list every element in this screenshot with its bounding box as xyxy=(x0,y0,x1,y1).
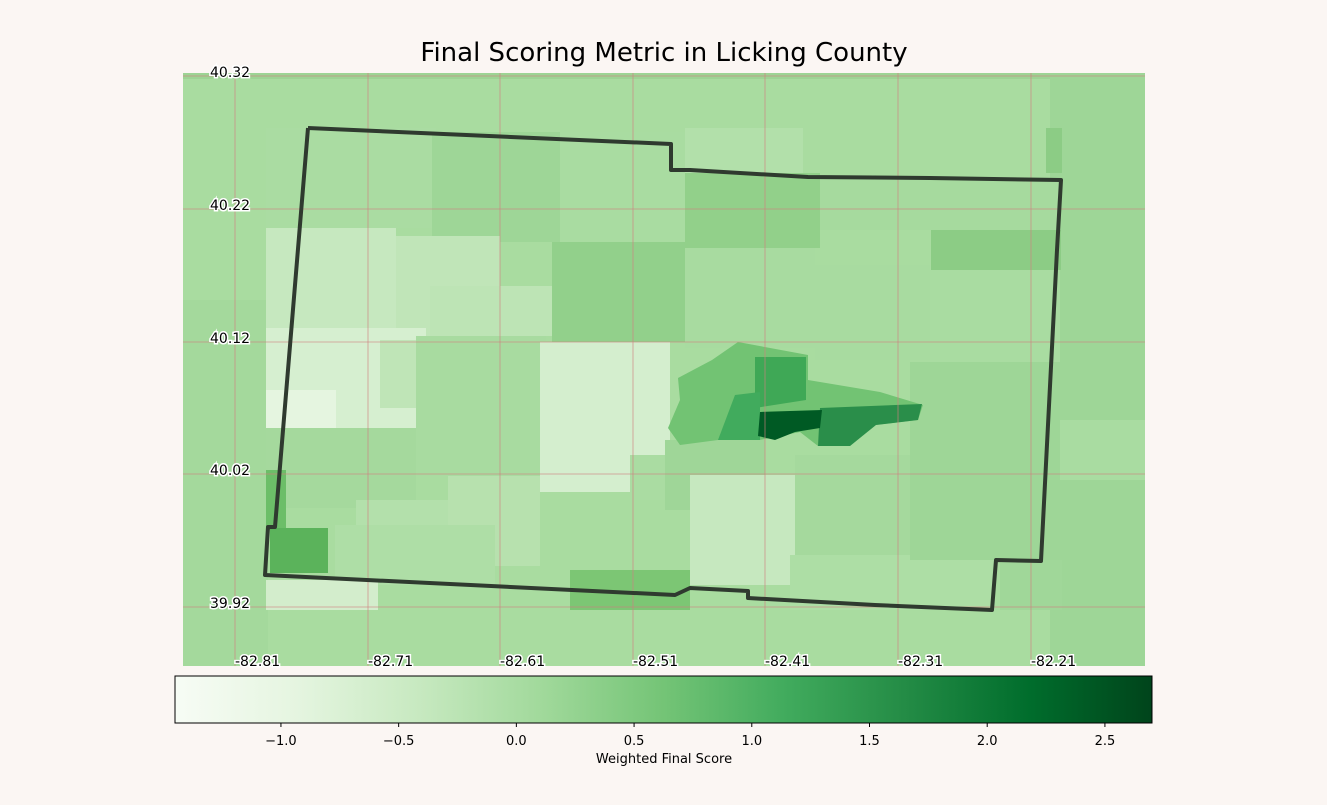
raster-cell xyxy=(1046,128,1062,173)
lon-tick-label: -82.51 xyxy=(633,654,678,670)
raster-cell xyxy=(931,230,1061,270)
lon-tick-label: -82.41 xyxy=(765,654,810,670)
raster-cell xyxy=(266,128,436,228)
raster-cell xyxy=(795,455,910,555)
lat-tick-label: 39.92 xyxy=(210,596,250,612)
raster-cell xyxy=(815,265,930,360)
raster-cell xyxy=(820,178,1060,230)
raster-cell xyxy=(685,128,803,173)
urban-cluster xyxy=(818,404,922,446)
raster-cell xyxy=(270,528,328,573)
colorbar-label: Weighted Final Score xyxy=(595,752,733,767)
colorbar-bar xyxy=(174,675,1153,724)
raster-cell xyxy=(685,173,820,248)
county-outline xyxy=(263,126,1063,612)
lat-tick-label: 40.02 xyxy=(210,463,250,479)
colorbar-tick-label: −1.0 xyxy=(265,734,297,749)
colorbar-tick-label: 2.5 xyxy=(1095,734,1116,749)
raster-cell xyxy=(930,270,1060,365)
lat-tick-label: 40.22 xyxy=(210,198,250,214)
colorbar-tick-label: 1.0 xyxy=(741,734,762,749)
lon-tick-label: -82.71 xyxy=(368,654,413,670)
raster-cell xyxy=(266,428,416,508)
raster-cell xyxy=(630,455,670,500)
map-title: Final Scoring Metric in Licking County xyxy=(420,38,908,68)
raster-cell xyxy=(183,300,268,666)
raster-cell xyxy=(1050,73,1145,666)
colorbar: −1.0 −0.5 0.0 0.5 1.0 1.5 2.0 2.5 xyxy=(174,675,1153,749)
raster-cell xyxy=(266,228,396,328)
lat-tick-label: 40.12 xyxy=(210,331,250,347)
lon-tick-label: -82.31 xyxy=(898,654,943,670)
lon-tick-labels: -82.81 -82.71 -82.61 -82.51 -82.41 -82.3… xyxy=(234,653,1078,672)
lat-tick-labels: 40.32 40.22 40.12 40.02 39.92 xyxy=(209,64,252,614)
lon-tick-label: -82.61 xyxy=(500,654,545,670)
raster-cell xyxy=(266,390,336,430)
raster-cell xyxy=(416,336,546,476)
raster-cell xyxy=(430,286,560,336)
raster-cell xyxy=(1060,420,1145,480)
lon-tick-label: -82.81 xyxy=(235,654,280,670)
raster-cell xyxy=(335,525,495,585)
colorbar-tick-label: 0.0 xyxy=(506,734,527,749)
gridlines xyxy=(183,73,1145,666)
raster-cell xyxy=(266,580,378,610)
urban-cluster xyxy=(718,392,760,440)
raster-cell xyxy=(560,132,685,242)
colorbar-tick-label: 2.0 xyxy=(977,734,998,749)
colorbar-ticks: −1.0 −0.5 0.0 0.5 1.0 1.5 2.0 2.5 xyxy=(265,723,1115,749)
raster-cell xyxy=(552,242,685,342)
urban-cluster xyxy=(755,357,806,408)
raster-cell xyxy=(690,475,795,585)
raster-cell xyxy=(432,132,567,242)
colorbar-tick-label: 0.5 xyxy=(624,734,645,749)
score-raster xyxy=(183,73,1145,666)
lat-tick-label: 40.32 xyxy=(210,65,250,81)
raster-cell xyxy=(910,362,1060,560)
colorbar-tick-label: −0.5 xyxy=(383,734,415,749)
colorbar-tick-label: 1.5 xyxy=(859,734,880,749)
raster-cell xyxy=(685,248,815,348)
urban-cluster xyxy=(758,410,822,440)
lon-tick-label: -82.21 xyxy=(1031,654,1076,670)
